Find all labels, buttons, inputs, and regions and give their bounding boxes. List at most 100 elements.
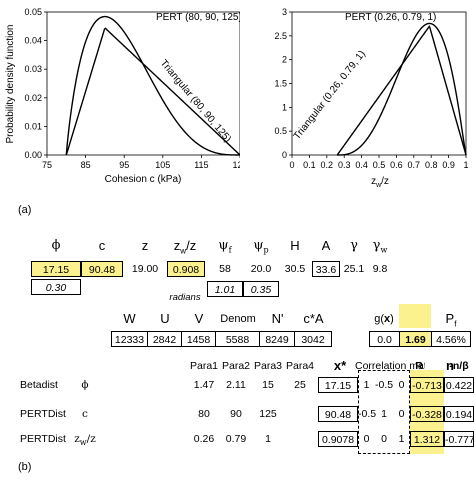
table-corr-1: 0 [363, 433, 370, 445]
x-tick-label: 0.5 [373, 160, 386, 170]
value-w: 12333 [111, 331, 148, 347]
y-tick-label: 1 [282, 102, 287, 112]
table-dist-name: PERTDist [20, 408, 66, 420]
table-para3: 1 [265, 433, 271, 445]
value-denom: 5588 [215, 331, 260, 347]
table-corr-2: 0 [381, 433, 387, 445]
table-var-name: ϕ [81, 379, 89, 391]
header-para3: Para3 [253, 360, 283, 372]
value-pf: 4.56% [431, 331, 471, 347]
y-tick-label: 0.04 [24, 36, 42, 46]
x-tick-label: 0.9 [442, 160, 455, 170]
y-tick-label: 0.00 [24, 150, 42, 160]
header-h: H [290, 238, 300, 253]
header-gx: g(x) [374, 313, 394, 325]
value-beta: 1.69 [399, 331, 432, 347]
header-pf: Pf [445, 311, 457, 329]
y-tick-label: 0.05 [24, 7, 42, 17]
value-psi-p: 20.0 [250, 263, 272, 275]
table-para4 [284, 431, 316, 447]
panel-a-label: (a) [18, 204, 32, 216]
table-para1: 80 [198, 408, 210, 420]
table-x-star: 17.15 [318, 377, 358, 393]
header-n: n [446, 358, 454, 373]
header-v: V [194, 311, 204, 326]
x-axis-label: zw/z [371, 176, 389, 189]
header-zw-z: zw/z [173, 238, 197, 256]
x-tick-label: 85 [81, 160, 91, 170]
pert-series-label: PERT (0.26, 0.79, 1) [345, 12, 436, 23]
table-n: -0.713 [410, 377, 444, 393]
x-tick-label: 1 [463, 160, 468, 170]
x-tick-label: 0.3 [338, 160, 351, 170]
triangular-series-label: Triangular (80, 90, 125) [158, 58, 233, 145]
x-tick-label: 95 [119, 160, 129, 170]
header-psi-f: ψf [218, 238, 232, 255]
table-corr-2: 1 [381, 408, 387, 420]
chart-zw-pdf: 0 0.1 0.2 0.3 0.4 0.5 0.6 0.7 0.8 0.9 1 0 0.5 1 1.5 2 2.… [274, 7, 468, 189]
table-corr-3: 0 [398, 408, 405, 420]
radians-label: radians [169, 292, 201, 303]
y-tick-label: 0.03 [24, 64, 42, 74]
triangular-curve [336, 24, 467, 156]
value-phi: 17.15 [31, 261, 81, 277]
header-ca: c*A [303, 311, 324, 326]
value-v: 1458 [181, 331, 216, 347]
value-psi-f: 58 [219, 263, 231, 275]
table-para2: 90 [230, 408, 242, 420]
pert-series-label: PERT (80, 90, 125) [156, 12, 240, 23]
value-c: 90.48 [81, 261, 123, 277]
y-tick-label: 1.5 [274, 79, 287, 89]
phi-radians: 0.30 [31, 279, 81, 295]
y-tick-label: 3 [282, 7, 287, 17]
x-tick-label: 0.2 [321, 160, 334, 170]
value-ca: 3042 [294, 331, 332, 347]
x-tick-label: 0.7 [408, 160, 421, 170]
header-u: U [160, 311, 170, 326]
header-x-star: x* [333, 358, 347, 373]
header-para1: Para1 [189, 360, 219, 372]
chart-cohesion-pdf: 7585951051151250.000.010.020.030.040.05 … [5, 7, 240, 185]
header-n-prime: N' [271, 311, 284, 326]
table-para2: 2.11 [226, 379, 246, 391]
x-tick-label: 0.1 [303, 160, 316, 170]
table-para1: 0.26 [193, 433, 215, 445]
y-tick-label: 0.01 [24, 121, 42, 131]
table-n: -0.328 [410, 406, 444, 422]
y-tick-label: 0 [282, 150, 287, 160]
table-corr-1: -0.5 [358, 408, 377, 420]
table-corr-3: 1 [398, 433, 405, 445]
value-gamma: 25.1 [343, 263, 365, 275]
n-column-highlight [410, 370, 444, 454]
y-tick-label: 2 [282, 55, 287, 65]
y-tick-label: 0.02 [24, 93, 42, 103]
header-gamma: γ [350, 238, 358, 253]
header-c: c [98, 238, 106, 253]
header-para4: Para4 [285, 360, 315, 372]
header-psi-p: ψp [253, 238, 269, 255]
table-corr-1: 1 [363, 379, 370, 391]
value-gx: 0.0 [369, 331, 400, 347]
x-tick-label: 75 [42, 160, 52, 170]
x-tick-label: 115 [194, 160, 208, 170]
header-para2: Para2 [221, 360, 251, 372]
table-para3: 125 [259, 408, 277, 420]
x-tick-label: 105 [155, 160, 170, 170]
beta-header-highlight [399, 304, 431, 328]
table-x-star: 90.48 [318, 406, 358, 422]
table-para3: 15 [262, 379, 274, 391]
table-n-over-beta: 0.194 [444, 406, 474, 422]
value-h: 30.5 [284, 263, 306, 275]
value-n-prime: 8249 [259, 331, 295, 347]
y-axis-label: Probability density function [5, 25, 16, 144]
table-var-name: zw/z [74, 433, 96, 448]
header-gamma-w: γw [372, 238, 388, 255]
table-dist-name: PERTDist [20, 433, 66, 445]
table-para2: 0.79 [225, 433, 247, 445]
table-corr-2: -0.5 [375, 379, 394, 391]
header-z: z [141, 238, 149, 253]
table-n: 1.312 [410, 431, 444, 447]
table-var-name: c [82, 408, 88, 420]
x-tick-label: 0.4 [355, 160, 368, 170]
x-tick-label: 125 [232, 160, 240, 170]
